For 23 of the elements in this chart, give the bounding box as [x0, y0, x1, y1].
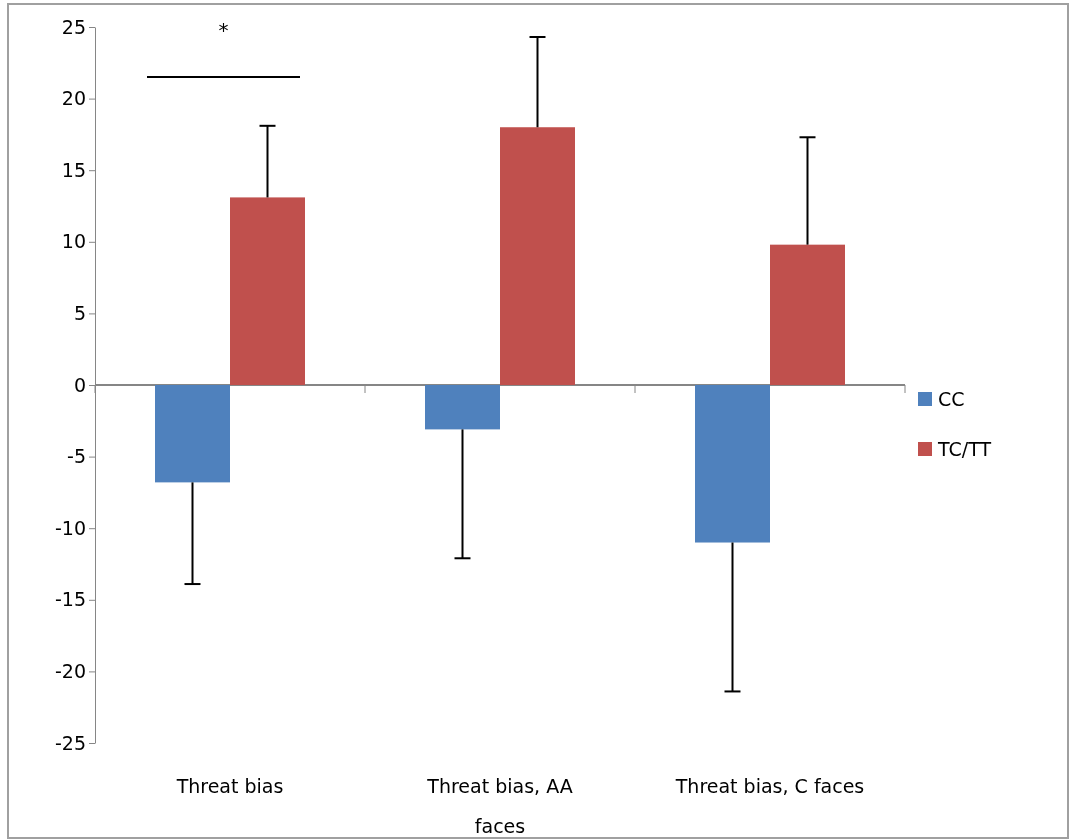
x-tick-label: Threat bias [175, 775, 284, 797]
y-tick-label: 5 [73, 301, 86, 324]
y-tick-label: -10 [54, 516, 86, 539]
legend-label: TC/TT [937, 438, 992, 460]
y-tick-label: -25 [54, 731, 86, 754]
y-tick-label: 10 [61, 230, 86, 253]
bar [155, 385, 230, 483]
annotation: * [218, 18, 229, 43]
y-tick-label: -20 [54, 659, 86, 682]
y-tick-label: 15 [61, 158, 86, 181]
y-tick-label: -5 [67, 445, 86, 468]
legend-label: CC [938, 388, 965, 410]
y-tick-label: 25 [61, 15, 86, 38]
bar [230, 197, 305, 385]
y-tick-label: -15 [54, 588, 86, 611]
y-tick-label: 20 [61, 87, 86, 110]
x-tick-label: Threat bias, C faces [674, 775, 865, 797]
y-tick-label: 0 [73, 373, 86, 396]
bar [500, 127, 575, 385]
bar [770, 244, 845, 385]
bar [425, 385, 500, 430]
bar [695, 385, 770, 543]
x-tick-label: Threat bias, AA faces [426, 775, 573, 837]
